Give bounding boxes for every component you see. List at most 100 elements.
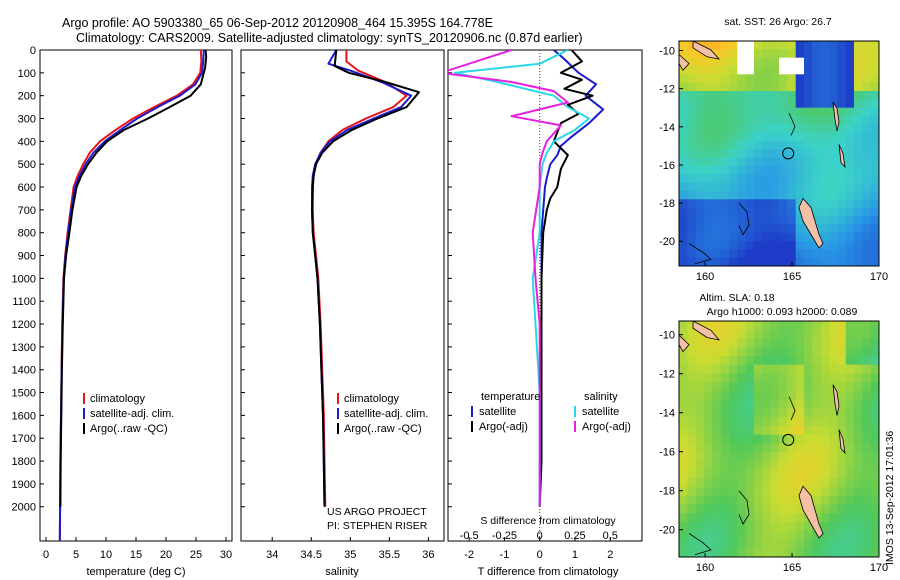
- map-cell: [754, 408, 763, 418]
- map-cell: [704, 495, 713, 506]
- map-cell: [695, 417, 705, 427]
- map-cell: [804, 232, 813, 242]
- map-cell: [695, 82, 705, 92]
- map-cell: [779, 321, 788, 331]
- map-cell: [737, 216, 747, 225]
- depth-tick-label: 1300: [12, 342, 36, 354]
- map-cell: [804, 74, 813, 84]
- map-cell: [804, 241, 813, 250]
- map-cell: [720, 530, 730, 541]
- map-cell: [704, 548, 713, 557]
- map-cell: [779, 487, 788, 497]
- map-cell: [754, 443, 763, 453]
- map-cell: [837, 408, 847, 418]
- map-cell: [820, 49, 830, 59]
- sst-map-coastlines: [679, 41, 846, 265]
- map-cell: [687, 257, 697, 266]
- map-cell: [695, 107, 705, 117]
- map-cell: [737, 82, 747, 92]
- map-cell: [837, 356, 847, 366]
- map-cell: [745, 182, 755, 192]
- map-cell: [720, 66, 730, 75]
- map-cell: [754, 132, 763, 142]
- map-cell: [720, 157, 730, 167]
- map-cell: [820, 191, 830, 200]
- map-cell: [737, 530, 747, 541]
- map-cell: [745, 364, 755, 374]
- map-cell: [704, 207, 713, 217]
- map-cell: [679, 149, 688, 159]
- map-cell: [829, 399, 838, 409]
- map-cell: [762, 82, 772, 92]
- map-cell: [737, 174, 747, 184]
- map-cell: [737, 41, 747, 50]
- map-cell: [762, 513, 772, 523]
- map-cell: [704, 141, 713, 150]
- map-cell: [812, 338, 822, 348]
- map-cell: [729, 478, 738, 488]
- map-cell: [712, 522, 722, 532]
- map-cell: [770, 434, 780, 444]
- map-cell: [804, 191, 813, 200]
- map-cell: [737, 495, 747, 506]
- map-cell: [762, 57, 772, 67]
- map-cell: [862, 224, 872, 234]
- map-cell: [837, 257, 847, 266]
- map-cell: [804, 522, 813, 532]
- map-cell: [787, 157, 797, 167]
- map-cell: [820, 41, 830, 50]
- map-cell: [829, 241, 838, 250]
- map-cell: [820, 522, 830, 532]
- lat-tick-label: -16: [659, 447, 675, 459]
- map-cell: [845, 504, 855, 514]
- map-cell: [854, 141, 863, 150]
- map-cell: [762, 91, 772, 100]
- map-cell: [837, 66, 847, 75]
- map-cell: [854, 41, 863, 50]
- map-cell: [687, 417, 697, 427]
- temperature-legend-label: Argo(..raw -QC): [90, 423, 168, 435]
- coastline: [788, 396, 796, 421]
- map-cell: [745, 460, 755, 471]
- map-cell: [779, 329, 788, 339]
- map-cell: [829, 232, 838, 242]
- map-cell: [695, 232, 705, 242]
- map-cell: [712, 530, 722, 541]
- map-cell: [862, 74, 872, 84]
- map-cell: [845, 257, 855, 266]
- map-cell: [829, 249, 838, 259]
- map-cell: [862, 241, 872, 250]
- map-cell: [812, 373, 822, 383]
- map-cell: [770, 116, 780, 125]
- map-cell: [837, 373, 847, 383]
- map-cell: [720, 548, 730, 557]
- map-cell: [754, 91, 763, 100]
- t-diff-tick-label: -1: [500, 549, 510, 561]
- map-cell: [770, 417, 780, 427]
- map-cell: [729, 434, 738, 444]
- map-cell: [862, 207, 872, 217]
- map-cell: [804, 417, 813, 427]
- map-cell: [795, 91, 805, 100]
- map-cell: [737, 478, 747, 488]
- map-cell: [804, 548, 813, 557]
- map-cell: [762, 157, 772, 167]
- map-cell: [820, 539, 830, 549]
- title-line-2: Climatology: CARS2009. Satellite-adjuste…: [76, 31, 583, 45]
- map-cell: [737, 182, 747, 192]
- map-cell: [787, 49, 797, 59]
- map-cell: [679, 249, 688, 259]
- map-cell: [870, 452, 879, 462]
- map-cell: [804, 57, 813, 67]
- map-cell: [745, 66, 755, 75]
- map-cell: [762, 434, 772, 444]
- map-cell: [787, 241, 797, 250]
- map-cell: [754, 417, 763, 427]
- map-cell: [737, 408, 747, 418]
- map-cell: [704, 216, 713, 225]
- map-cell: [787, 356, 797, 366]
- argo-position-marker-2: [782, 433, 795, 446]
- map-cell: [762, 232, 772, 242]
- map-cell: [845, 191, 855, 200]
- island-shape: [798, 485, 824, 539]
